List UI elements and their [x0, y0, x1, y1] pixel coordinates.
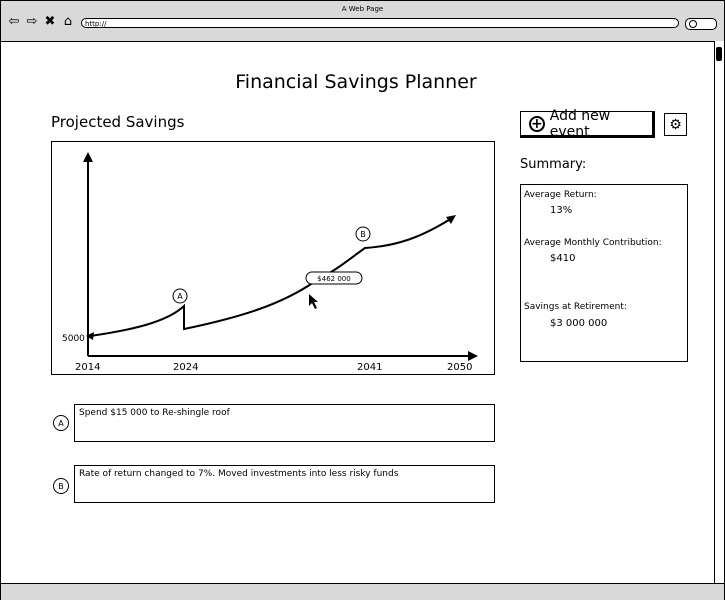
section-title: Projected Savings	[51, 113, 185, 131]
chart-marker-b	[355, 226, 371, 242]
status-bar	[1, 583, 724, 600]
y-start-label: 5000	[62, 334, 85, 344]
x-tick-label: 2041	[357, 362, 382, 373]
back-icon[interactable]: ⇦	[8, 13, 20, 29]
summary-panel: Average Return: 13% Average Monthly Cont…	[520, 184, 688, 362]
summary-label-average-return: Average Return:	[524, 190, 597, 200]
x-axis-arrow	[468, 351, 478, 361]
event-item-b[interactable]: Rate of return changed to 7%. Moved inve…	[74, 465, 495, 503]
mouse-cursor-icon	[309, 294, 318, 309]
y-axis-arrow	[83, 152, 93, 162]
summary-label-monthly-contribution: Average Monthly Contribution:	[524, 238, 662, 248]
chart-marker-a	[172, 288, 188, 304]
event-text-a: Spend $15 000 to Re-shingle roof	[79, 408, 230, 418]
projected-savings-chart: 5000 2014 2024 2041 2050 A B $462 000	[51, 141, 495, 375]
event-text-b: Rate of return changed to 7%. Moved inve…	[79, 469, 399, 479]
url-input[interactable]: http://	[81, 18, 679, 28]
browser-titlebar: A Web Page ⇦ ⇨ ✖ ⌂ http://	[1, 1, 724, 42]
chart-marker-a-label: A	[177, 292, 183, 301]
line-end-arrow	[446, 215, 456, 224]
plus-circle-icon: +	[529, 115, 545, 132]
chart-svg: 5000 2014 2024 2041 2050 A B $462 000	[62, 152, 478, 373]
chart-marker-b-label: B	[360, 230, 366, 239]
close-icon[interactable]: ✖	[44, 13, 56, 29]
event-marker-b: B	[53, 478, 69, 494]
page-title: Financial Savings Planner	[235, 71, 477, 93]
vertical-scrollbar[interactable]	[714, 41, 724, 583]
summary-value-average-return: 13%	[550, 205, 573, 216]
summary-value-savings-at-retirement: $3 000 000	[550, 318, 608, 329]
gear-icon: ⚙	[669, 116, 682, 133]
savings-line	[89, 217, 453, 337]
x-tick-label: 2024	[173, 362, 198, 373]
add-new-event-label: Add new event	[549, 107, 611, 140]
value-tooltip-text: $462 000	[317, 275, 350, 283]
line-start-arrow	[86, 332, 94, 340]
summary-value-monthly-contribution: $410	[550, 253, 576, 264]
x-tick-label: 2014	[75, 362, 100, 373]
home-icon[interactable]: ⌂	[63, 13, 73, 29]
settings-button[interactable]: ⚙	[664, 113, 687, 136]
scrollbar-thumb[interactable]	[716, 47, 722, 61]
value-tooltip	[305, 271, 363, 285]
event-item-a[interactable]: Spend $15 000 to Re-shingle roof	[74, 404, 495, 442]
event-marker-a: A	[53, 415, 69, 431]
add-new-event-button[interactable]: + Add new event	[520, 107, 655, 140]
summary-label-savings-at-retirement: Savings at Retirement:	[524, 302, 627, 312]
search-input[interactable]	[685, 18, 717, 30]
window-title: A Web Page	[341, 5, 384, 13]
summary-title: Summary:	[520, 157, 587, 172]
browser-nav: ⇦ ⇨ ✖ ⌂	[7, 13, 75, 29]
forward-icon[interactable]: ⇨	[26, 13, 38, 29]
x-tick-label: 2050	[447, 362, 472, 373]
